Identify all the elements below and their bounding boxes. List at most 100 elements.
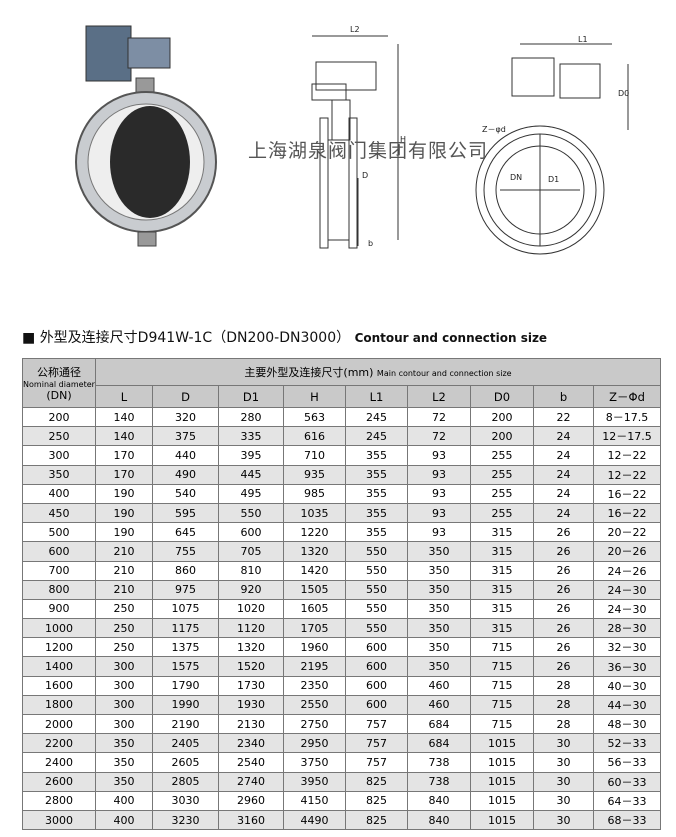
value-cell: 2750	[283, 713, 346, 735]
value-cell: 190	[95, 483, 153, 504]
value-cell: 40－30	[592, 675, 662, 696]
value-cell: 200	[470, 426, 534, 447]
value-cell: 26	[533, 656, 594, 677]
value-cell: 550	[218, 502, 284, 524]
value-cell: 20－26	[592, 541, 662, 562]
value-cell: 28	[533, 675, 594, 696]
value-cell: 1035	[283, 502, 346, 524]
value-cell: 1990	[152, 694, 219, 716]
table-row: 1000 250 1175 1120 1705 550 350 315 26 28－30	[22, 618, 662, 639]
front-label: L1	[578, 35, 588, 44]
value-cell: 684	[407, 713, 471, 735]
table-row: 2000 300 2190 2130 2750 757 684 715 28 48－30	[22, 713, 662, 735]
dn-cell: 2200	[22, 733, 96, 754]
value-cell: 705	[218, 541, 284, 562]
table-row: 450 190 595 550 1035 355 93 255 24 16－22	[22, 502, 662, 524]
group-en: Main contour and connection size	[376, 369, 512, 378]
dn-cell: 1200	[22, 637, 96, 658]
value-cell: 1605	[283, 598, 346, 620]
shape	[85, 25, 132, 82]
value-cell: 400	[95, 790, 153, 811]
value-cell: 2130	[218, 713, 284, 735]
value-cell: 738	[407, 771, 471, 792]
value-cell: 600	[345, 694, 408, 716]
value-cell: 26	[533, 560, 594, 581]
value-cell: 12－17.5	[592, 426, 662, 447]
value-cell: 1015	[470, 752, 534, 773]
value-cell: 2740	[218, 771, 284, 792]
front-label: Z－φd	[482, 125, 506, 134]
value-cell: 250	[95, 637, 153, 658]
value-cell: 72	[407, 406, 471, 428]
value-cell: 24－30	[592, 579, 662, 600]
dn-cell: 800	[22, 579, 96, 600]
value-cell: 563	[283, 406, 346, 428]
value-cell: 68－33	[592, 809, 662, 831]
value-cell: 2405	[152, 733, 219, 754]
value-cell: 32－30	[592, 637, 662, 658]
value-cell: 715	[470, 694, 534, 716]
value-cell: 56－33	[592, 752, 662, 773]
value-cell: 3030	[152, 790, 219, 811]
value-cell: 985	[283, 483, 346, 504]
corner-en: Nominal diameter	[23, 380, 95, 389]
drawings: L2 H D b L1 D0 Z－φd DN D1	[75, 25, 629, 255]
group-cn: 主要外型及连接尺寸(mm)	[244, 366, 374, 379]
value-cell: 600	[218, 522, 284, 543]
value-cell: 600	[345, 675, 408, 696]
value-cell: 350	[407, 637, 471, 658]
value-cell: 315	[470, 579, 534, 600]
value-cell: 460	[407, 694, 471, 716]
table-row: 900 250 1075 1020 1605 550 350 315 26 24－30	[22, 598, 662, 620]
dn-cell: 2000	[22, 713, 96, 735]
value-cell: 24－26	[592, 560, 662, 581]
value-cell: 72	[407, 426, 471, 447]
value-cell: 738	[407, 752, 471, 773]
table-row: 2600 350 2805 2740 3950 825 738 1015 30 60－33	[22, 771, 662, 792]
value-cell: 1120	[218, 618, 284, 639]
front-drawing	[475, 43, 629, 255]
column-header: D0	[470, 385, 534, 408]
value-cell: 24	[533, 464, 594, 485]
value-cell: 2190	[152, 713, 219, 735]
value-cell: 210	[95, 541, 153, 562]
value-cell: 335	[218, 426, 284, 447]
value-cell: 300	[95, 713, 153, 735]
value-cell: 26	[533, 598, 594, 620]
value-cell: 250	[95, 598, 153, 620]
value-cell: 315	[470, 618, 534, 639]
value-cell: 30	[533, 771, 594, 792]
shape	[327, 139, 350, 241]
dn-cell: 2600	[22, 771, 96, 792]
value-cell: 280	[218, 406, 284, 428]
side-label: L2	[350, 25, 360, 34]
table-row: 2800 400 3030 2960 4150 825 840 1015 30 64－33	[22, 790, 662, 811]
column-header: L	[95, 385, 153, 408]
dn-cell: 1600	[22, 675, 96, 696]
value-cell: 550	[345, 598, 408, 620]
value-cell: 935	[283, 464, 346, 485]
value-cell: 825	[345, 809, 408, 831]
front-label: D0	[618, 89, 629, 98]
value-cell: 350	[407, 598, 471, 620]
table-row: 1800 300 1990 1930 2550 600 460 715 28 44－30	[22, 694, 662, 716]
value-cell: 315	[470, 522, 534, 543]
value-cell: 350	[407, 560, 471, 581]
value-cell: 93	[407, 445, 471, 466]
value-cell: 445	[218, 464, 284, 485]
value-cell: 2960	[218, 790, 284, 811]
dn-cell: 700	[22, 560, 96, 581]
value-cell: 2950	[283, 733, 346, 754]
value-cell: 395	[218, 445, 284, 466]
value-cell: 3950	[283, 771, 346, 792]
valve-photo	[75, 25, 217, 247]
value-cell: 1505	[283, 579, 346, 600]
value-cell: 210	[95, 579, 153, 600]
value-cell: 1020	[218, 598, 284, 620]
value-cell: 757	[345, 733, 408, 754]
table-row: 200 140 320 280 563 245 72 200 22 8－17.5	[22, 406, 662, 428]
value-cell: 600	[345, 656, 408, 677]
value-cell: 16－22	[592, 502, 662, 524]
value-cell: 24－30	[592, 598, 662, 620]
